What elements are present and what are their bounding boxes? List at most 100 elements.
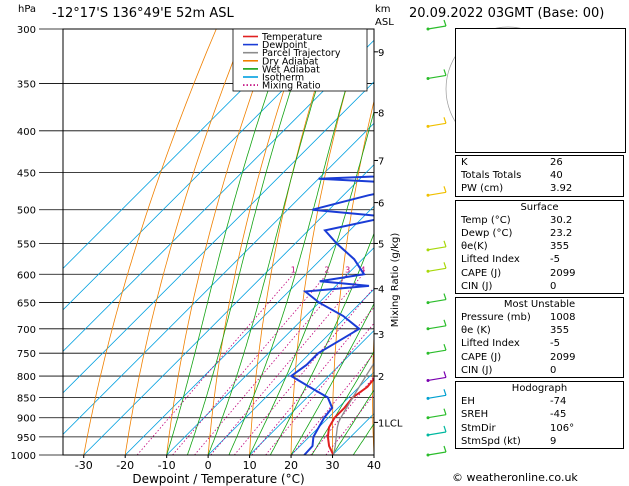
wind-barb-flag [443, 425, 447, 433]
isotherm-line [83, 164, 374, 455]
hodo-row: StmDir 106° [456, 422, 623, 435]
isotherm-line [166, 247, 374, 455]
hodo-row: SREH -45 [456, 408, 623, 421]
mu-row: θe (K) 355 [456, 324, 623, 337]
mixing-ratio-label: 6 [383, 265, 388, 274]
wind-barb-dot [426, 433, 430, 437]
station-header: -12°17'S 136°49'E 52m ASL [52, 6, 234, 21]
plot-frame [62, 28, 375, 456]
pressure-tick-label: 550 [17, 239, 36, 250]
legend-label: Dewpoint [262, 40, 307, 51]
watermark: © weatheronline.co.uk [452, 471, 578, 484]
km-tick-label: 2 [378, 372, 384, 383]
isotherm-line [249, 330, 374, 455]
index-label: Temp (°C) [461, 214, 511, 226]
wind-barb-dot [426, 269, 430, 273]
index-label: CAPE (J) [461, 351, 502, 363]
index-label: Dewp (°C) [461, 227, 513, 239]
wet-adiabat-line [332, 389, 374, 455]
index-value: 23.2 [550, 227, 573, 239]
pressure-tick-label: 800 [17, 372, 36, 383]
x-tick-label: -30 [75, 459, 93, 472]
legend-label: Isotherm [262, 73, 304, 84]
wind-barb [426, 371, 447, 382]
mixing-ratio-label: 10 [410, 265, 420, 274]
wind-barb-staff [427, 414, 447, 419]
pressure-tick-label: 350 [17, 80, 36, 91]
wet-adiabat-line [269, 232, 374, 455]
index-row-totals: Totals Totals 40 [456, 169, 623, 182]
dry-adiabat-line [124, 29, 247, 455]
mu-row: Pressure (mb) 1008 [456, 311, 623, 324]
km-axis-label: km [375, 4, 391, 15]
wind-barb-flag [443, 186, 447, 193]
isotherm-line [63, 81, 374, 394]
wind-barb-dot [426, 124, 430, 128]
surface-row: Temp (°C) 30.2 [456, 214, 623, 227]
index-value: 1008 [550, 312, 576, 324]
wind-barb [426, 293, 447, 305]
wind-barb-flag [443, 240, 447, 248]
wet-adiabat-line [187, 29, 312, 455]
mixing-ratio-line [172, 274, 328, 455]
wind-barb-flag [443, 262, 447, 269]
wind-barb-dot [426, 327, 430, 331]
wind-barb [426, 69, 447, 80]
parcel-trajectory-line [332, 362, 374, 455]
wind-barb-dot [426, 76, 430, 80]
isotherm-line [124, 205, 374, 455]
isotherm-line [63, 122, 374, 435]
wind-barb-flag [443, 389, 447, 396]
x-tick-label: -10 [158, 459, 176, 472]
wind-barb-dot [426, 193, 430, 197]
wind-barb-staff [427, 191, 447, 196]
wind-barb-staff [427, 431, 447, 436]
surface-row: Lifted Index -5 [456, 253, 623, 266]
index-label: StmDir [461, 422, 496, 434]
wet-adiabat-line [311, 350, 374, 455]
y-axis-label: hPa [18, 4, 36, 15]
index-value: 106° [550, 422, 575, 434]
dry-adiabat-line [249, 29, 335, 455]
legend-label: Parcel Trajectory [262, 48, 341, 59]
mixing-ratio-line [210, 274, 364, 455]
index-label: CIN (J) [461, 280, 493, 292]
index-value: 355 [550, 325, 570, 337]
mixing-ratio-line [136, 274, 294, 455]
wind-barb-flag [443, 319, 447, 326]
index-value: 2099 [550, 267, 576, 279]
wind-barb-flag [443, 445, 447, 453]
hodo-row: EH -74 [456, 395, 623, 408]
index-value: 9 [550, 435, 557, 447]
surface-box: Surface Temp (°C) 30.2 Dewp (°C) 23.2 θe(K… [455, 199, 624, 294]
x-tick-label: 30 [326, 459, 340, 472]
wind-barb-staff [427, 74, 447, 80]
wind-barb-flag [443, 408, 447, 415]
index-label: θe(K) [461, 241, 488, 253]
mixing-ratio-label: 4 [360, 265, 365, 274]
dry-adiabat-line [372, 328, 374, 455]
wind-barb-dot [426, 416, 430, 420]
pressure-tick-label: 400 [17, 127, 36, 138]
most-unstable-box: Most Unstable Pressure (mb) 1008 θe (K) 35… [455, 296, 624, 378]
hodograph-title: Hodograph [511, 383, 568, 394]
pressure-tick-label: 650 [17, 299, 36, 310]
index-value: 26 [550, 157, 563, 168]
wind-barb-flag [443, 69, 447, 76]
index-label: CAPE (J) [461, 267, 502, 279]
wind-barb-flag [443, 117, 447, 124]
index-label: Lifted Index [461, 338, 520, 350]
wind-barb-staff [427, 451, 447, 456]
index-value: -74 [550, 396, 567, 408]
km-tick-label: 1LCL [378, 418, 403, 429]
mixing-ratio-label: 3 [345, 265, 350, 274]
wind-barb-staff [427, 25, 447, 30]
km-tick-label: 3 [378, 330, 384, 341]
surface-row: θe(K) 355 [456, 240, 623, 253]
isotherm-line [207, 288, 374, 455]
index-label: CIN (J) [461, 364, 493, 376]
km-tick-label: 5 [378, 239, 384, 250]
legend-label: Dry Adiabat [262, 56, 319, 67]
mixing-ratio-axis-label: Mixing Ratio (g/kg) [390, 233, 401, 328]
index-value: 3.92 [550, 183, 573, 195]
